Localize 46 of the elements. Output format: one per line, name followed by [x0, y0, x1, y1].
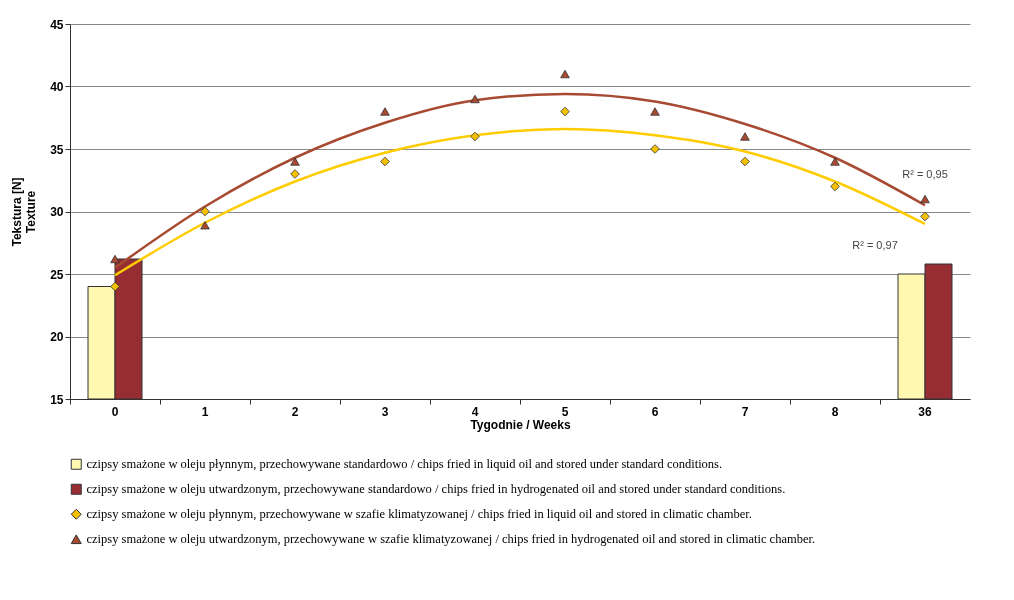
x-tick-label: 5 [561, 404, 569, 419]
point [110, 254, 120, 264]
x-tick-label: 36 [918, 404, 932, 419]
annotation: R² = 0,95 [902, 168, 948, 181]
point [200, 221, 210, 230]
point [560, 69, 570, 79]
point [470, 94, 480, 104]
x-tick-label: 2 [291, 404, 299, 419]
y-tick-label: 30 [50, 205, 64, 219]
point [650, 107, 660, 116]
point [650, 144, 660, 154]
point [110, 281, 120, 292]
x-tick-label: 6 [651, 404, 659, 419]
y-tick-label: 15 [50, 392, 64, 407]
point [290, 169, 300, 179]
point [290, 157, 300, 166]
x-tick-label: 3 [381, 404, 389, 419]
point [470, 131, 480, 142]
point [920, 194, 930, 204]
legend-label: czipsy smażone w oleju płynnym, przechowywane standardowo / chips fried in liquid oil and stored under standard conditions. [86, 457, 723, 472]
point [830, 157, 840, 166]
y-tick-label: 35 [50, 142, 64, 157]
legend-label: czipsy smażone w oleju płynnym, przechowywane w szafie klimatyzowanej / chips fried in liquid oil and stored in climatic chamber. [86, 507, 752, 522]
y-axis-title: Tekstura [N] Texture [10, 177, 39, 247]
y-tick-label: 20 [50, 330, 64, 344]
point [920, 211, 930, 222]
x-tick-label: 4 [471, 404, 479, 419]
point [200, 206, 210, 217]
point [380, 156, 390, 167]
line-series [113, 127, 927, 277]
point [830, 181, 840, 192]
y-tick-label: 25 [50, 267, 64, 282]
annotation: R² = 0,97 [852, 239, 898, 251]
y-tick-label: 45 [50, 17, 64, 32]
x-tick-label: 7 [741, 404, 749, 419]
point [740, 132, 750, 141]
point [740, 156, 750, 167]
x-tick-label: 8 [831, 404, 839, 419]
legend-label: czipsy smażone w oleju utwardzonym, przechowywane w szafie klimatyzowanej / chips fried in hydrogenated oil and stored in climatic chamber. [86, 532, 816, 547]
y-tick-label: 40 [50, 80, 64, 94]
x-axis-title: Tygodnie / Weeks [470, 417, 571, 432]
legend-label: czipsy smażone w oleju utwardzonym, przechowywane standardowo / chips fried in hydrogenated oil and stored under standard conditions. [86, 482, 786, 497]
point [380, 107, 390, 116]
x-tick-label: 0 [111, 404, 119, 419]
x-tick-label: 1 [201, 404, 209, 419]
point [560, 106, 570, 117]
